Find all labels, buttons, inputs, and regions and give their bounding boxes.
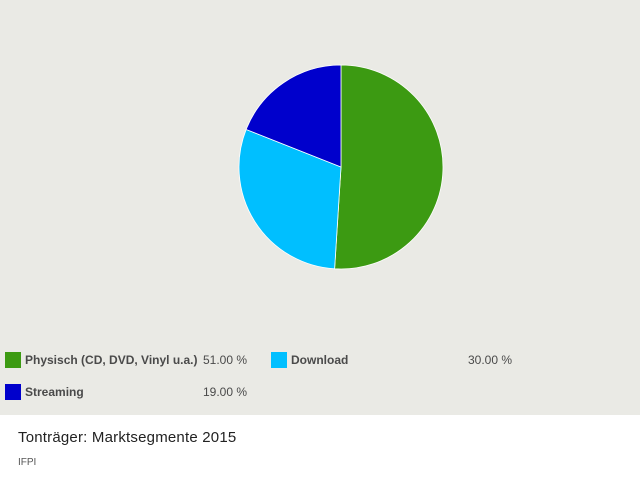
chart-footer: Tonträger: Marktsegmente 2015 IFPI <box>0 415 640 480</box>
legend-value-physisch: 51.00 % <box>203 353 248 367</box>
chart-source: IFPI <box>18 457 37 468</box>
legend-label-physisch: Physisch (CD, DVD, Vinyl u.a.) <box>25 353 198 367</box>
legend-value-streaming: 19.00 % <box>203 385 248 399</box>
pie-slice-1[interactable] <box>238 128 342 270</box>
legend-swatch-streaming <box>5 384 21 400</box>
chart-area: Physisch (CD, DVD, Vinyl u.a.) 51.00 % D… <box>0 0 640 415</box>
legend-label-streaming: Streaming <box>25 385 84 399</box>
legend-swatch-download <box>271 352 287 368</box>
pie-slice-2[interactable] <box>245 64 342 168</box>
pie-slice-0[interactable] <box>334 64 444 270</box>
legend-item-download[interactable]: Download 30.00 % <box>271 351 531 371</box>
chart-title: Tonträger: Marktsegmente 2015 <box>18 429 237 446</box>
pie-chart <box>238 64 444 270</box>
legend-item-physisch[interactable]: Physisch (CD, DVD, Vinyl u.a.) 51.00 % <box>5 351 265 371</box>
legend-value-download: 30.00 % <box>468 353 513 367</box>
legend-item-streaming[interactable]: Streaming 19.00 % <box>5 383 265 403</box>
legend-label-download: Download <box>291 353 349 367</box>
legend-swatch-physisch <box>5 352 21 368</box>
